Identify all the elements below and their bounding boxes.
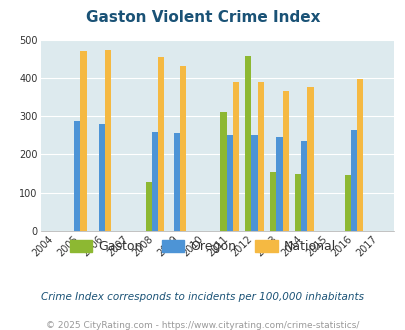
- Legend: Gaston, Oregon, National: Gaston, Oregon, National: [64, 233, 341, 259]
- Bar: [105, 50, 111, 231]
- Bar: [158, 57, 164, 231]
- Bar: [99, 124, 105, 231]
- Bar: [80, 51, 86, 231]
- Bar: [173, 133, 179, 231]
- Bar: [294, 174, 301, 231]
- Bar: [220, 112, 226, 231]
- Bar: [276, 137, 282, 231]
- Bar: [245, 56, 251, 231]
- Bar: [307, 87, 313, 231]
- Bar: [356, 79, 362, 231]
- Bar: [282, 91, 288, 231]
- Bar: [232, 82, 239, 231]
- Text: Gaston Violent Crime Index: Gaston Violent Crime Index: [85, 10, 320, 25]
- Bar: [179, 66, 185, 231]
- Text: © 2025 CityRating.com - https://www.cityrating.com/crime-statistics/: © 2025 CityRating.com - https://www.city…: [46, 321, 359, 330]
- Bar: [269, 173, 276, 231]
- Bar: [145, 182, 151, 231]
- Bar: [226, 135, 232, 231]
- Bar: [301, 141, 307, 231]
- Text: Crime Index corresponds to incidents per 100,000 inhabitants: Crime Index corresponds to incidents per…: [41, 292, 364, 302]
- Bar: [74, 121, 80, 231]
- Bar: [257, 82, 263, 231]
- Bar: [151, 132, 158, 231]
- Bar: [344, 175, 350, 231]
- Bar: [251, 135, 257, 231]
- Bar: [350, 130, 356, 231]
